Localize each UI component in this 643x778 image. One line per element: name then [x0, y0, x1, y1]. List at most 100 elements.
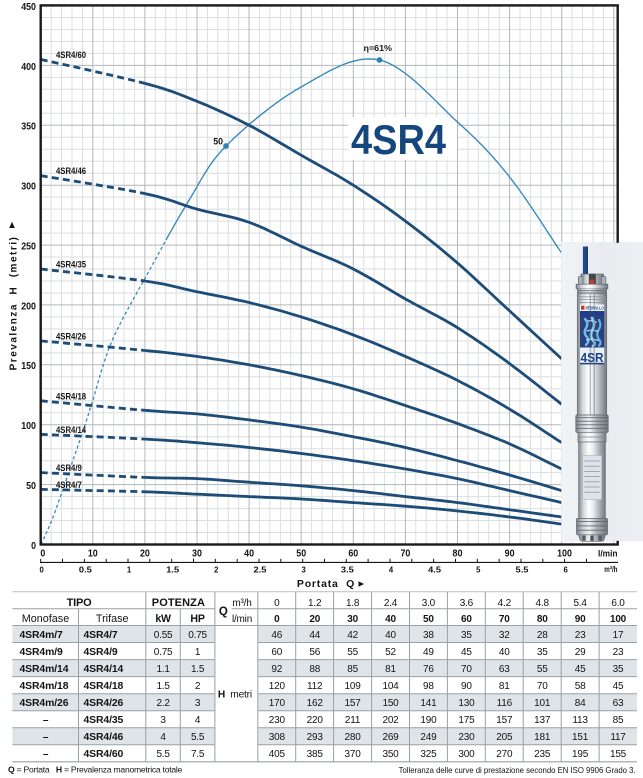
svg-text:35: 35 — [461, 630, 472, 641]
svg-text:190: 190 — [420, 715, 437, 726]
svg-text:5.5: 5.5 — [191, 732, 205, 743]
svg-text:TIPO: TIPO — [67, 597, 93, 609]
svg-text:49: 49 — [423, 647, 434, 658]
svg-text:20: 20 — [140, 548, 150, 559]
svg-text:60: 60 — [348, 548, 358, 559]
svg-text:40: 40 — [499, 647, 510, 658]
svg-text:2.5: 2.5 — [254, 565, 267, 575]
svg-text:88: 88 — [309, 664, 320, 675]
svg-text:H metri: H metri — [218, 689, 252, 700]
svg-text:250: 250 — [21, 242, 36, 253]
svg-text:1.5: 1.5 — [156, 681, 170, 692]
svg-text:70: 70 — [461, 664, 472, 675]
svg-text:1: 1 — [127, 565, 132, 575]
svg-text:130: 130 — [458, 698, 475, 709]
svg-text:157: 157 — [496, 715, 513, 726]
svg-text:3: 3 — [160, 715, 166, 726]
svg-text:4SR4m/14: 4SR4m/14 — [20, 664, 69, 675]
svg-text:4SR: 4SR — [581, 351, 604, 365]
svg-text:3.5: 3.5 — [341, 565, 354, 575]
svg-text:1.8: 1.8 — [346, 598, 360, 609]
svg-text:2: 2 — [214, 565, 219, 575]
svg-text:101: 101 — [534, 698, 551, 709]
svg-text:4SR4/9: 4SR4/9 — [56, 463, 82, 473]
svg-text:Q: Q — [219, 606, 228, 618]
svg-text:141: 141 — [420, 698, 437, 709]
svg-text:23: 23 — [575, 630, 586, 641]
svg-text:40: 40 — [385, 630, 396, 641]
svg-text:23: 23 — [613, 647, 624, 658]
svg-text:4SR4m/18: 4SR4m/18 — [20, 681, 69, 692]
svg-text:60: 60 — [271, 647, 282, 658]
svg-text:137: 137 — [534, 715, 551, 726]
svg-text:4SR4/46: 4SR4/46 — [56, 166, 86, 176]
svg-text:81: 81 — [385, 664, 396, 675]
svg-text:4SR4/14: 4SR4/14 — [84, 664, 124, 675]
svg-text:63: 63 — [613, 698, 624, 709]
svg-text:l/min: l/min — [598, 548, 618, 559]
svg-text:PEDROLLO: PEDROLLO — [585, 306, 604, 311]
svg-text:63: 63 — [499, 664, 510, 675]
svg-text:3: 3 — [195, 698, 201, 709]
svg-text:7.5: 7.5 — [191, 749, 205, 760]
svg-text:4SR4/26: 4SR4/26 — [84, 698, 124, 709]
svg-text:90: 90 — [505, 548, 515, 559]
svg-text:450: 450 — [21, 2, 36, 13]
svg-text:200: 200 — [21, 301, 36, 312]
svg-text:5.5: 5.5 — [156, 749, 170, 760]
svg-text:4SR4/60: 4SR4/60 — [56, 50, 86, 60]
svg-text:35: 35 — [613, 664, 624, 675]
svg-text:35: 35 — [537, 647, 548, 658]
svg-text:385: 385 — [307, 749, 324, 760]
svg-text:76: 76 — [423, 664, 434, 675]
svg-text:Portata Q: Portata Q — [297, 578, 355, 590]
svg-text:70: 70 — [537, 681, 548, 692]
svg-text:100: 100 — [21, 421, 36, 432]
svg-text:84: 84 — [575, 698, 586, 709]
svg-text:405: 405 — [269, 749, 286, 760]
svg-text:92: 92 — [271, 664, 282, 675]
svg-text:5.5: 5.5 — [516, 565, 529, 575]
svg-text:Tolleranza delle curve di pres: Tolleranza delle curve di prestazione se… — [399, 765, 636, 775]
svg-text:117: 117 — [610, 732, 626, 743]
svg-text:4SR4m/9: 4SR4m/9 — [20, 647, 64, 658]
svg-text:0: 0 — [40, 565, 45, 575]
svg-text:100: 100 — [557, 548, 572, 559]
svg-text:–: – — [43, 749, 49, 760]
svg-text:10: 10 — [88, 548, 98, 559]
svg-text:55: 55 — [537, 664, 548, 675]
svg-text:0: 0 — [31, 541, 36, 552]
svg-text:70: 70 — [499, 614, 510, 625]
svg-text:104: 104 — [382, 681, 399, 692]
svg-text:4SR4/7: 4SR4/7 — [56, 480, 82, 490]
svg-text:m³/h: m³/h — [604, 564, 617, 574]
svg-text:109: 109 — [345, 681, 362, 692]
svg-text:–: – — [43, 715, 49, 726]
svg-text:44: 44 — [309, 630, 320, 641]
svg-text:181: 181 — [534, 732, 551, 743]
svg-text:308: 308 — [269, 732, 286, 743]
svg-text:4SR4: 4SR4 — [351, 116, 446, 163]
svg-text:Monofase: Monofase — [22, 613, 69, 625]
svg-text:370: 370 — [345, 749, 362, 760]
svg-text:32: 32 — [499, 630, 510, 641]
svg-text:kW: kW — [155, 613, 171, 625]
svg-text:6.0: 6.0 — [611, 598, 625, 609]
svg-text:230: 230 — [269, 715, 286, 726]
svg-text:–: – — [43, 732, 49, 743]
svg-text:0: 0 — [274, 598, 280, 609]
svg-text:116: 116 — [497, 698, 513, 709]
svg-text:350: 350 — [21, 122, 36, 133]
svg-text:293: 293 — [307, 732, 324, 743]
svg-text:0.5: 0.5 — [79, 565, 92, 575]
svg-text:300: 300 — [458, 749, 475, 760]
svg-text:4SR4/18: 4SR4/18 — [56, 391, 86, 401]
svg-text:60: 60 — [461, 614, 472, 625]
svg-text:4SR4/9: 4SR4/9 — [84, 647, 118, 658]
svg-text:l/min: l/min — [232, 614, 252, 625]
svg-text:80: 80 — [453, 548, 463, 559]
svg-text:POTENZA: POTENZA — [152, 597, 205, 609]
svg-text:30: 30 — [347, 614, 358, 625]
svg-text:4.8: 4.8 — [536, 598, 550, 609]
svg-text:40: 40 — [385, 614, 396, 625]
